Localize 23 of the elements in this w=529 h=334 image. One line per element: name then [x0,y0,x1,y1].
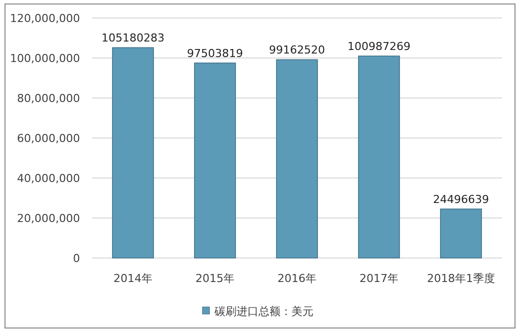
y-tick-label: 0 [73,252,80,265]
bar [440,208,482,258]
y-tick-label: 100,000,000 [10,52,80,65]
data-label: 105180283 [102,32,164,45]
x-tick-label: 2017年 [360,272,398,285]
y-tick-label: 20,000,000 [17,212,80,225]
data-label: 24496639 [433,193,489,206]
bar [112,47,154,258]
bar [276,59,318,258]
data-label: 100987269 [348,40,410,54]
x-tick-label: 2016年 [278,272,316,285]
y-tick-label: 60,000,000 [17,132,80,145]
x-tick-label: 2015年 [196,272,234,285]
data-label: 97503819 [187,46,243,60]
y-tick-label: 120,000,000 [10,12,80,25]
bar [358,56,400,258]
data-label: 99162520 [269,44,325,57]
bar [194,62,236,258]
legend-label: 碳刷进口总额：美元 [214,305,314,318]
x-tick-label: 2014年 [114,272,152,285]
y-tick-label: 40,000,000 [17,172,80,185]
y-tick-label: 80,000,000 [17,92,80,105]
x-tick-label: 2018年1季度 [427,272,495,285]
